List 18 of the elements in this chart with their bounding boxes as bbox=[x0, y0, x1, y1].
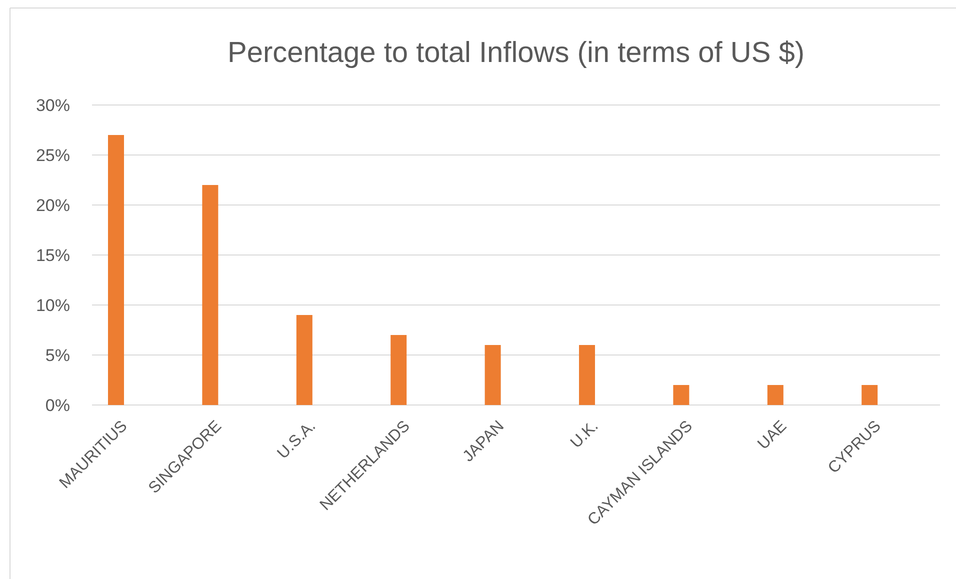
bar bbox=[579, 345, 595, 405]
y-tick-label: 25% bbox=[36, 146, 70, 165]
y-tick-label: 20% bbox=[36, 196, 70, 215]
chart-title: Percentage to total Inflows (in terms of US $) bbox=[227, 37, 805, 69]
bar bbox=[673, 385, 690, 405]
y-tick-label: 15% bbox=[36, 246, 70, 265]
bar bbox=[767, 385, 784, 405]
y-tick-label: 10% bbox=[36, 296, 70, 315]
bar bbox=[296, 315, 312, 405]
bar bbox=[390, 335, 407, 405]
bar bbox=[862, 385, 878, 405]
y-tick-label: 30% bbox=[36, 96, 70, 115]
bar bbox=[484, 345, 501, 405]
bar bbox=[202, 185, 218, 405]
bar bbox=[108, 135, 124, 405]
x-tick-label: U.K. bbox=[568, 418, 602, 452]
y-tick-label: 0% bbox=[45, 396, 70, 415]
y-tick-label: 5% bbox=[45, 346, 70, 365]
